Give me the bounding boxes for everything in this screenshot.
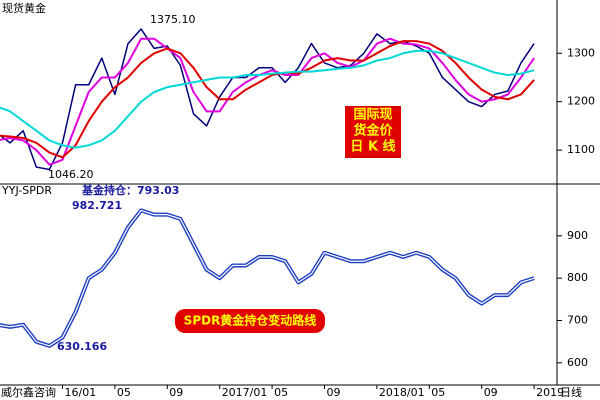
series-line [0,49,535,149]
chart-title: YYJ-SPDR [1,184,52,197]
x-tick-label: 2018/01 [379,386,425,399]
y-tick-label: 800 [567,271,588,284]
annotation: 630.166 [57,340,107,353]
label-box [345,106,401,158]
x-tick-label: 05 [274,386,288,399]
box-text: 货金价 [353,123,393,139]
footer-period: 日线 [560,385,582,399]
annotation: 基金持仓：793.03 [81,183,179,197]
y-tick-label: 700 [567,313,588,326]
annotation: 982.721 [72,199,122,212]
annotation: 1046.20 [48,168,94,181]
y-tick-label: 1300 [567,46,595,59]
x-tick-label: 09 [484,386,498,399]
series-line [0,40,535,159]
box-text: 国际现 [353,108,392,123]
box-text: SPDR黄金持仓变动路线 [184,313,317,328]
footer-source: 威尔鑫咨询 [1,385,56,399]
x-tick-label: 2019 [536,386,564,399]
chart-title: 现货黄金 [2,1,46,15]
annotation: 1375.10 [150,13,196,26]
box-text: 日 K 线 [350,139,395,155]
x-tick-label: 16/01 [65,386,97,399]
x-tick-label: 2017/01 [222,386,268,399]
x-tick-label: 09 [169,386,183,399]
y-tick-label: 1100 [567,143,595,156]
series-line [0,37,535,166]
label-box [175,309,325,333]
x-tick-label: 05 [117,386,131,399]
x-tick-label: 09 [327,386,341,399]
series-line-inner [0,209,535,347]
y-tick-label: 1200 [567,95,595,108]
y-tick-label: 900 [567,229,588,242]
x-tick-label: 05 [431,386,445,399]
y-tick-label: 600 [567,356,588,369]
series-line [0,28,535,171]
